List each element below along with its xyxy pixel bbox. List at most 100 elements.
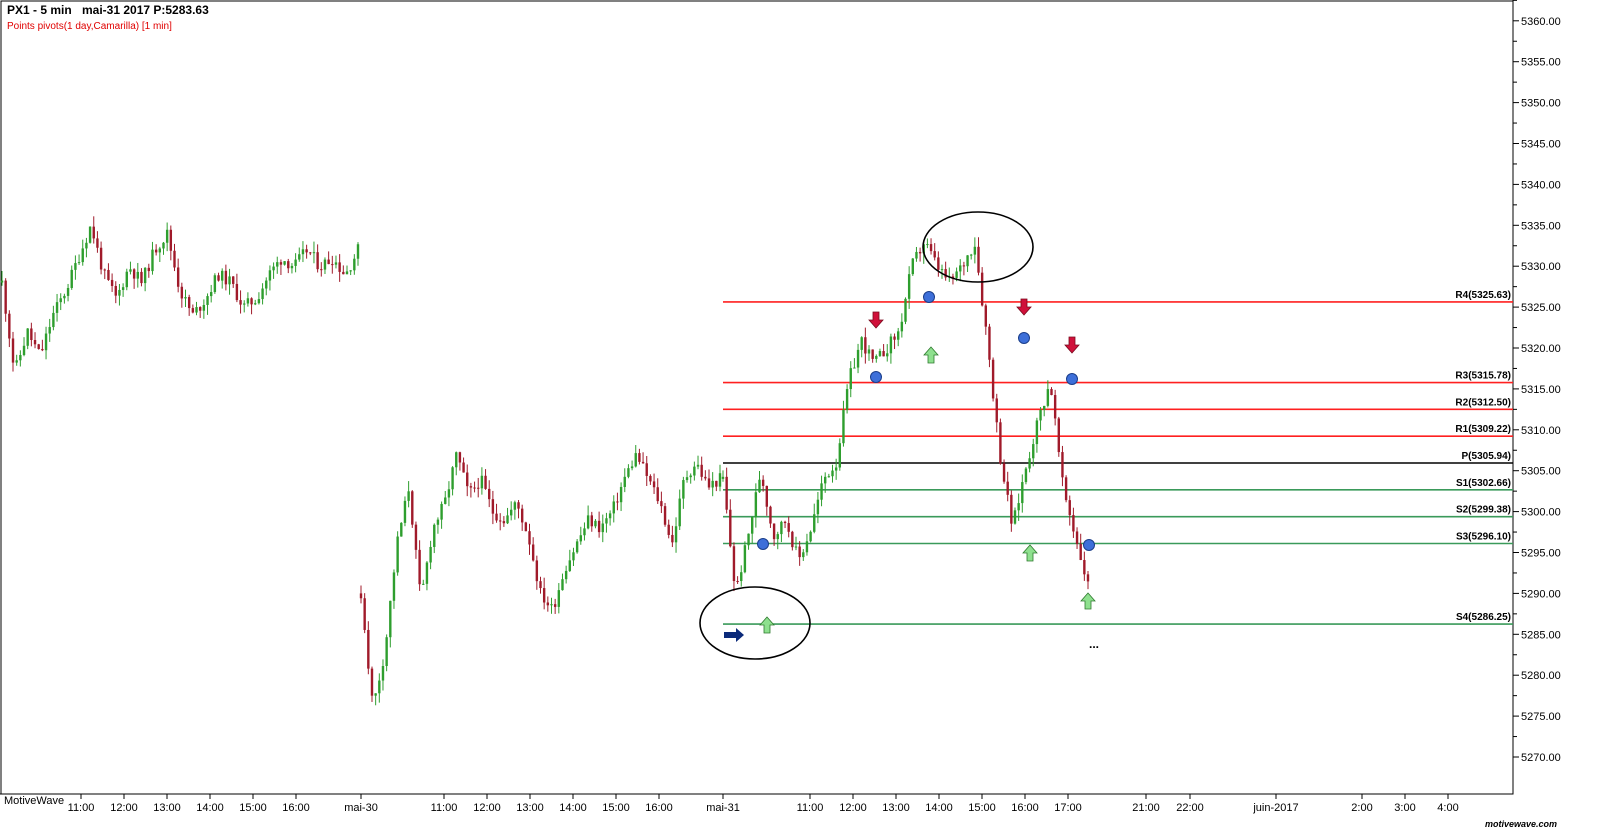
candle-body: [586, 515, 590, 529]
candle-body: [66, 287, 70, 296]
time-tick-label: 15:00: [239, 802, 267, 814]
candle-body: [353, 258, 356, 271]
candle-body: [656, 487, 659, 502]
candle-body: [320, 269, 323, 271]
candle-body: [700, 464, 703, 477]
candle-body: [678, 498, 681, 527]
price-axis: 5270.00 5275.00 5280.00 5285.00 5290.00 5295.…: [1513, 0, 1561, 764]
price-tick-label: 5320.00: [1521, 343, 1561, 355]
candle-body: [425, 562, 429, 584]
candle-body: [897, 331, 900, 340]
candle-body: [209, 292, 213, 297]
candle-body: [334, 262, 338, 265]
candle-body: [221, 270, 224, 281]
candle-body: [195, 307, 198, 313]
candle-body: [235, 283, 239, 301]
candle-body: [747, 533, 750, 546]
candle-body: [907, 274, 911, 299]
candle-body: [143, 267, 147, 284]
candle-body: [55, 302, 59, 313]
candle-body: [418, 549, 421, 585]
candle-body: [349, 270, 352, 272]
candle-body: [257, 299, 261, 304]
time-tick-label: 22:00: [1176, 802, 1204, 814]
candle-body: [612, 501, 615, 514]
candle-body: [867, 349, 871, 354]
candle-body: [363, 598, 366, 630]
candle-body: [1035, 420, 1039, 445]
candle-body: [132, 269, 136, 279]
time-tick-label: 16:00: [282, 802, 310, 814]
candle-body: [820, 483, 823, 500]
candle-body: [962, 265, 966, 267]
price-tick-label: 5315.00: [1521, 384, 1561, 396]
candle-body: [451, 467, 454, 490]
candle-body: [824, 476, 827, 484]
candle-body: [473, 487, 476, 489]
candle-body: [491, 499, 495, 514]
candle-body: [765, 485, 768, 507]
candle-body: [546, 602, 550, 606]
candle-body: [331, 264, 334, 266]
candle-body: [838, 443, 841, 468]
candle-body: [92, 226, 95, 239]
candle-body: [740, 572, 743, 582]
candle-body: [22, 345, 26, 356]
signal-dot: [1083, 539, 1095, 551]
candle-body: [561, 579, 564, 591]
candle-body: [878, 351, 882, 356]
candle-body: [638, 453, 641, 462]
time-tick-label: 13:00: [882, 802, 910, 814]
candle-body: [81, 248, 84, 263]
candle-body: [564, 570, 568, 580]
time-tick-label: 15:00: [968, 802, 996, 814]
time-tick-label: 14:00: [925, 802, 953, 814]
candle-body: [524, 522, 528, 532]
candle-body: [1002, 463, 1006, 482]
arrow-up-icon: [1022, 544, 1038, 562]
candle-body: [754, 492, 758, 518]
time-tick-label: 14:00: [559, 802, 587, 814]
candle-body: [787, 523, 790, 532]
time-tick-label: 12:00: [839, 802, 867, 814]
candle-body: [929, 244, 933, 252]
candle-body: [33, 340, 37, 345]
candle-body: [169, 229, 173, 251]
candle-body: [429, 546, 432, 563]
candle-body: [966, 255, 969, 267]
price-tick-label: 5275.00: [1521, 711, 1561, 723]
candle-body: [129, 269, 132, 272]
time-tick-label: 17:00: [1054, 802, 1082, 814]
candle-body: [1068, 500, 1071, 516]
candle-body: [616, 501, 619, 503]
candle-body: [345, 271, 349, 275]
candle-body: [539, 581, 542, 589]
candle-body: [136, 271, 139, 279]
candle-body: [791, 531, 794, 548]
candle-body: [279, 262, 283, 265]
candle-body: [758, 479, 761, 493]
candle-body: [381, 666, 385, 681]
time-tick-label: 11:00: [68, 802, 95, 814]
candle-body: [224, 270, 228, 285]
candle-body: [88, 226, 92, 243]
signal-dot: [1066, 373, 1078, 385]
time-tick-label: 3:00: [1394, 802, 1415, 814]
signal-dot: [870, 371, 882, 383]
candle-body: [900, 321, 904, 332]
time-tick-label: 16:00: [1011, 802, 1039, 814]
candle-body: [140, 271, 143, 284]
candle-body: [667, 524, 670, 535]
indicator-label[interactable]: Points pivots(1 day,Camarilla) [1 min]: [7, 21, 172, 32]
candle-body: [103, 269, 106, 271]
candle-body: [802, 552, 805, 558]
candle-body: [1024, 468, 1028, 483]
candle-body: [715, 480, 718, 487]
price-tick-label: 5345.00: [1521, 139, 1561, 151]
candle-body: [721, 476, 725, 479]
candle-body: [630, 466, 634, 469]
candle-body: [783, 521, 787, 524]
candle-body: [414, 524, 418, 550]
candle-body: [663, 506, 667, 525]
